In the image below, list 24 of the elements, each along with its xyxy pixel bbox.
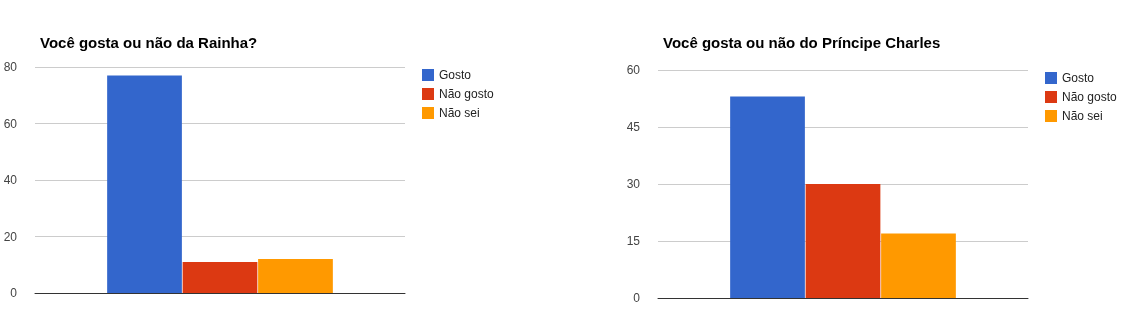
y-tick-label: 45 [626, 120, 641, 134]
bar [258, 259, 333, 293]
bar [730, 96, 805, 298]
bar [182, 261, 258, 293]
bar [805, 184, 881, 298]
y-tick-label: 15 [626, 234, 641, 248]
bar [881, 233, 956, 298]
chart-title: Você gosta ou não da Rainha? [40, 34, 258, 51]
legend-label: Não sei [439, 106, 480, 120]
y-tick-label: 0 [633, 291, 641, 305]
y-tick-label: 0 [10, 286, 18, 300]
y-tick-label: 30 [626, 177, 641, 191]
y-tick-label: 60 [626, 63, 641, 77]
bar [107, 75, 182, 293]
y-tick-label: 20 [3, 229, 18, 244]
legend-label: Não gosto [439, 87, 495, 101]
legend-label: Gosto [439, 68, 472, 82]
y-tick-label: 60 [3, 116, 18, 131]
y-tick-label: 80 [3, 60, 18, 74]
legend-label: Não sei [1062, 109, 1103, 123]
y-tick-label: 40 [3, 173, 18, 187]
legend-label: Não gosto [1062, 90, 1118, 104]
chart-title: Você gosta ou não do Príncipe Charles [663, 34, 941, 51]
legend-label: Gosto [1062, 71, 1095, 85]
